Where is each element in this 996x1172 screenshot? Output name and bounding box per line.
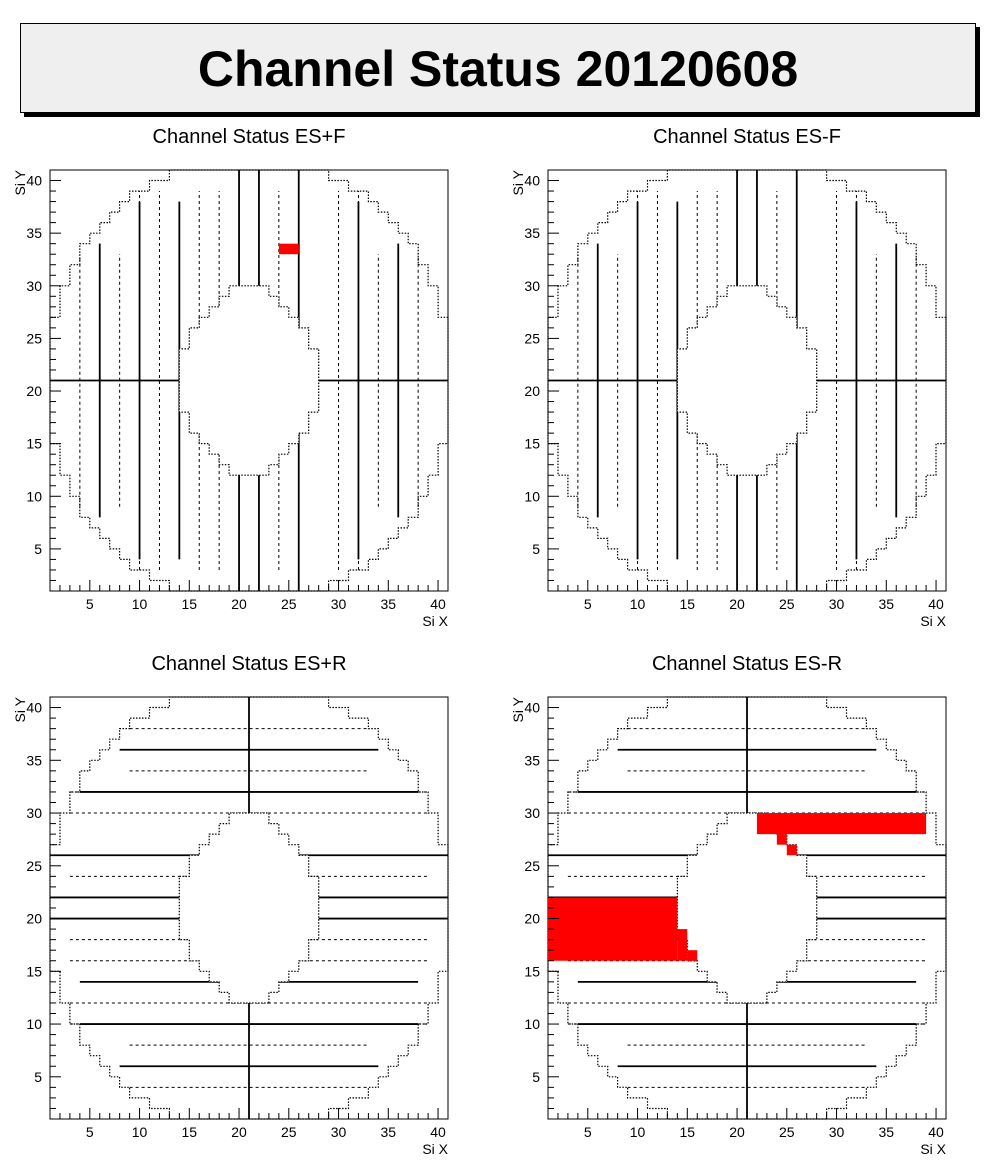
x-axis-label: Si X [920, 1141, 946, 1157]
outer-boundary [547, 696, 947, 1120]
page-title: Channel Status 20120608 [197, 41, 799, 97]
panel-title: Channel Status ES-F [653, 126, 841, 148]
inner-hole [178, 285, 320, 476]
x-tick-label: 15 [680, 1124, 696, 1140]
y-axis-label: Si Y [510, 696, 526, 722]
y-tick-label: 15 [524, 436, 540, 452]
x-tick-label: 5 [86, 596, 94, 612]
y-tick-label: 40 [26, 173, 42, 189]
x-tick-label: 30 [331, 1124, 347, 1140]
x-tick-label: 30 [829, 596, 845, 612]
y-tick-label: 25 [524, 858, 540, 874]
y-axis-label: Si Y [12, 169, 28, 195]
x-axis-label: Si X [920, 613, 946, 629]
outer-boundary [49, 169, 449, 592]
sensor-grid [548, 170, 946, 591]
x-tick-label: 40 [928, 596, 944, 612]
y-tick-label: 35 [524, 225, 540, 241]
y-tick-label: 5 [34, 541, 42, 557]
y-tick-label: 35 [26, 752, 42, 768]
y-tick-label: 15 [26, 436, 42, 452]
y-tick-label: 15 [524, 963, 540, 979]
x-tick-label: 10 [132, 1124, 148, 1140]
y-tick-label: 20 [26, 911, 42, 927]
y-tick-label: 20 [524, 383, 540, 399]
y-tick-label: 5 [34, 1069, 42, 1085]
x-tick-label: 20 [231, 596, 247, 612]
y-tick-label: 30 [524, 805, 540, 821]
sensor-grid [50, 697, 448, 1119]
title-banner: Channel Status 20120608 [20, 23, 976, 113]
bad-channel-cell [278, 243, 299, 255]
inner-hole [676, 285, 818, 476]
x-tick-label: 5 [584, 1124, 592, 1140]
bad-channel-cell [548, 897, 678, 961]
outer-boundary [547, 169, 947, 592]
y-tick-label: 35 [524, 752, 540, 768]
panel-title: Channel Status ES-R [652, 653, 842, 675]
y-tick-label: 10 [26, 1016, 42, 1032]
y-tick-label: 20 [524, 911, 540, 927]
panel-title: Channel Status ES+F [153, 126, 346, 148]
x-axis-label: Si X [422, 613, 448, 629]
x-tick-label: 10 [630, 596, 646, 612]
y-tick-label: 40 [524, 700, 540, 716]
y-tick-label: 25 [26, 858, 42, 874]
x-tick-label: 40 [430, 1124, 446, 1140]
x-tick-label: 25 [281, 596, 297, 612]
bad-channel-cell [776, 834, 787, 845]
x-tick-label: 35 [381, 1124, 397, 1140]
x-tick-label: 15 [182, 596, 198, 612]
y-tick-label: 10 [26, 488, 42, 504]
x-tick-label: 35 [879, 1124, 895, 1140]
x-tick-label: 10 [132, 596, 148, 612]
x-tick-label: 40 [430, 596, 446, 612]
inner-hole [676, 812, 818, 1004]
y-tick-label: 35 [26, 225, 42, 241]
y-tick-label: 20 [26, 383, 42, 399]
panel-title: Channel Status ES+R [151, 653, 346, 675]
y-tick-label: 10 [524, 1016, 540, 1032]
x-tick-label: 15 [182, 1124, 198, 1140]
x-tick-label: 20 [231, 1124, 247, 1140]
y-tick-label: 15 [26, 963, 42, 979]
y-axis-label: Si Y [12, 696, 28, 722]
y-tick-label: 10 [524, 488, 540, 504]
y-tick-label: 30 [26, 805, 42, 821]
x-axis-label: Si X [422, 1141, 448, 1157]
x-tick-label: 25 [779, 1124, 795, 1140]
bad-channel-cell [677, 929, 688, 961]
x-tick-label: 30 [331, 596, 347, 612]
y-tick-label: 30 [26, 278, 42, 294]
x-tick-label: 5 [584, 596, 592, 612]
x-tick-label: 20 [729, 596, 745, 612]
y-tick-label: 25 [26, 330, 42, 346]
y-tick-label: 30 [524, 278, 540, 294]
y-tick-label: 5 [532, 541, 540, 557]
x-tick-label: 5 [86, 1124, 94, 1140]
y-axis-label: Si Y [510, 169, 526, 195]
bad-channel-cell [786, 844, 797, 856]
inner-hole [178, 812, 320, 1004]
x-tick-label: 15 [680, 596, 696, 612]
y-tick-label: 40 [524, 173, 540, 189]
x-tick-label: 25 [281, 1124, 297, 1140]
x-tick-label: 10 [630, 1124, 646, 1140]
bad-channel-cell [756, 813, 927, 835]
x-tick-label: 40 [928, 1124, 944, 1140]
y-tick-label: 25 [524, 330, 540, 346]
bad-channel-cell [687, 950, 698, 961]
x-tick-label: 30 [829, 1124, 845, 1140]
y-tick-label: 5 [532, 1069, 540, 1085]
x-tick-label: 35 [879, 596, 895, 612]
outer-boundary [49, 696, 449, 1120]
x-tick-label: 35 [381, 596, 397, 612]
y-tick-label: 40 [26, 700, 42, 716]
x-tick-label: 20 [729, 1124, 745, 1140]
x-tick-label: 25 [779, 596, 795, 612]
